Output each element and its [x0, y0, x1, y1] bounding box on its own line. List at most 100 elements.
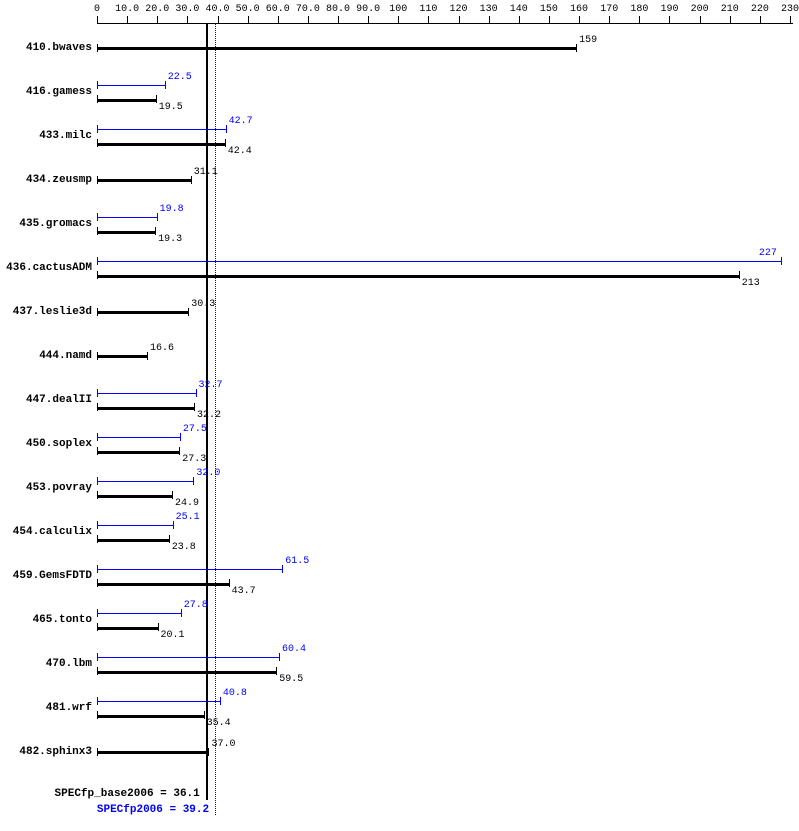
bar-end-cap-peak: [193, 477, 194, 485]
bar-end-cap-peak: [181, 609, 182, 617]
bar-end-cap-base: [191, 176, 192, 184]
axis-tick: [338, 16, 339, 23]
bar-base: [97, 715, 204, 718]
value-label-base: 30.3: [191, 299, 215, 310]
value-label-peak: 42.7: [229, 116, 253, 127]
axis-tick-label: 210: [721, 4, 739, 15]
axis-tick: [669, 16, 670, 23]
axis-tick-label: 120: [450, 4, 468, 15]
axis-tick-label: 100: [389, 4, 407, 15]
benchmark-label: 454.calculix: [0, 526, 92, 538]
value-label-base: 16.6: [150, 343, 174, 354]
bar-peak: [97, 657, 279, 658]
value-label-base: 43.7: [232, 586, 256, 597]
bar-peak: [97, 393, 196, 394]
summary-peak: SPECfp2006 = 39.2: [97, 804, 209, 816]
axis-tick: [790, 16, 791, 23]
benchmark-label: 435.gromacs: [0, 218, 92, 230]
bar-end-cap-base: [208, 748, 209, 756]
bar-peak: [97, 217, 157, 218]
value-label-base: 32.2: [197, 410, 221, 421]
bar-base: [97, 671, 276, 674]
bar-base: [97, 539, 169, 542]
bar-peak: [97, 481, 193, 482]
bar-peak: [97, 129, 226, 130]
axis-tick: [97, 16, 98, 23]
axis-tick: [248, 16, 249, 23]
bar-end-cap-base: [147, 352, 148, 360]
bar-end-cap-base: [194, 403, 195, 411]
axis-tick: [278, 16, 279, 23]
bar-peak: [97, 437, 180, 438]
bar-end-cap-base: [169, 535, 170, 543]
benchmark-label: 482.sphinx3: [0, 746, 92, 758]
bar-end-cap-base: [225, 139, 226, 147]
bar-peak: [97, 701, 220, 702]
value-label-peak: 227: [759, 248, 777, 259]
bar-base: [97, 143, 225, 146]
axis-tick: [127, 16, 128, 23]
bar-end-cap-peak: [196, 389, 197, 397]
bar-end-cap-base: [229, 579, 230, 587]
bar-base: [97, 99, 156, 102]
benchmark-label: 434.zeusmp: [0, 174, 92, 186]
axis-tick-label: 160: [570, 4, 588, 15]
bar-base: [97, 179, 191, 182]
axis-tick-label: 110: [419, 4, 437, 15]
axis-tick: [218, 16, 219, 23]
bar-end-cap-base: [156, 95, 157, 103]
bar-peak: [97, 261, 781, 262]
axis-tick-label: 140: [510, 4, 528, 15]
benchmark-label: 465.tonto: [0, 614, 92, 626]
axis-tick-label: 90.0: [356, 4, 380, 15]
axis-tick-label: 70.0: [296, 4, 320, 15]
axis-tick-label: 80.0: [326, 4, 350, 15]
value-label-base: 213: [742, 278, 760, 289]
value-label-peak: 32.7: [199, 380, 223, 391]
axis-baseline: [97, 23, 793, 24]
axis-tick-label: 180: [630, 4, 648, 15]
bar-end-cap-peak: [282, 565, 283, 573]
value-label-base: 31.1: [194, 167, 218, 178]
axis-tick: [579, 16, 580, 23]
value-label-peak: 61.5: [285, 556, 309, 567]
bar-end-cap-base: [158, 623, 159, 631]
axis-tick-label: 60.0: [266, 4, 290, 15]
benchmark-label: 453.povray: [0, 482, 92, 494]
value-label-peak: 60.4: [282, 644, 306, 655]
bar-end-cap-base: [204, 711, 205, 719]
value-label-base: 35.4: [207, 718, 231, 729]
value-label-base: 37.0: [211, 739, 235, 750]
bar-base: [97, 407, 194, 410]
bar-base: [97, 627, 158, 630]
bar-end-cap-base: [188, 308, 189, 316]
axis-tick-label: 220: [751, 4, 769, 15]
bar-peak: [97, 613, 181, 614]
bar-end-cap-base: [576, 44, 577, 52]
value-label-peak: 19.8: [160, 204, 184, 215]
value-label-peak: 22.5: [168, 72, 192, 83]
bar-end-cap-peak: [226, 125, 227, 133]
axis-tick: [428, 16, 429, 23]
value-label-peak: 27.8: [184, 600, 208, 611]
axis-tick: [760, 16, 761, 23]
value-label-peak: 40.8: [223, 688, 247, 699]
axis-tick: [609, 16, 610, 23]
summary-base: SPECfp_base2006 = 36.1: [55, 788, 200, 800]
bar-base: [97, 495, 172, 498]
axis-tick-label: 50.0: [236, 4, 260, 15]
value-label-base: 42.4: [228, 146, 252, 157]
bar-peak: [97, 525, 173, 526]
bar-end-cap-peak: [279, 653, 280, 661]
bar-base: [97, 231, 155, 234]
axis-tick: [398, 16, 399, 23]
bar-base: [97, 311, 188, 314]
axis-tick-label: 130: [480, 4, 498, 15]
bar-end-cap-peak: [781, 257, 782, 265]
axis-tick-label: 40.0: [206, 4, 230, 15]
bar-base: [97, 583, 229, 586]
bar-end-cap-peak: [220, 697, 221, 705]
benchmark-label: 459.GemsFDTD: [0, 570, 92, 582]
bar-end-cap-peak: [180, 433, 181, 441]
value-label-base: 27.3: [182, 454, 206, 465]
